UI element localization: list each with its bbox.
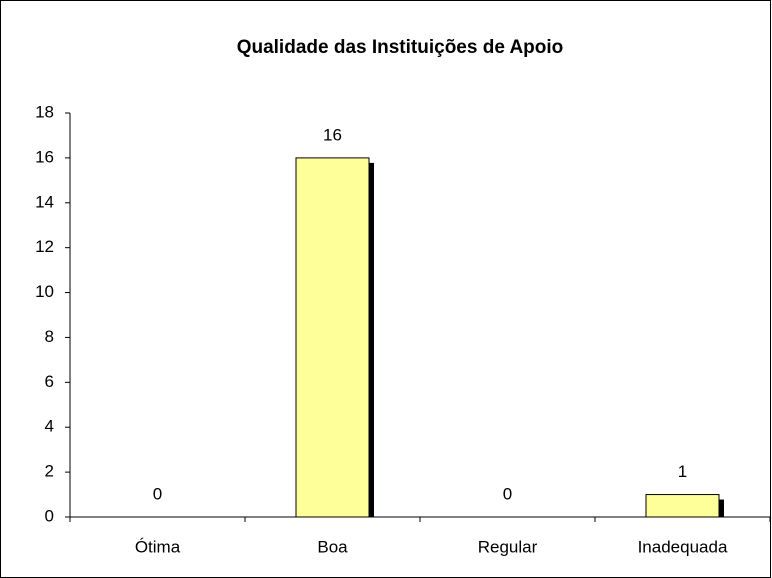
y-tick-label: 10 (35, 282, 54, 301)
data-label: 16 (323, 125, 342, 144)
bar (645, 494, 720, 518)
y-tick-label: 4 (45, 417, 54, 436)
bar (295, 157, 370, 518)
data-label: 0 (153, 484, 162, 503)
x-tick-label: Ótima (135, 537, 181, 556)
y-tick-label: 16 (35, 147, 54, 166)
y-tick-label: 14 (35, 192, 54, 211)
x-tick-label: Inadequada (638, 537, 728, 556)
x-tick-label: Regular (478, 537, 538, 556)
y-tick-label: 18 (35, 102, 54, 121)
y-tick-label: 8 (45, 327, 54, 346)
y-tick-label: 12 (35, 237, 54, 256)
y-tick-label: 0 (45, 506, 54, 525)
x-tick-label: Boa (317, 537, 348, 556)
data-label: 1 (678, 462, 687, 481)
chart-title: Qualidade das Instituições de Apoio (237, 37, 564, 58)
y-tick-label: 2 (45, 462, 54, 481)
y-tick-label: 6 (45, 372, 54, 391)
data-label: 0 (503, 484, 512, 503)
